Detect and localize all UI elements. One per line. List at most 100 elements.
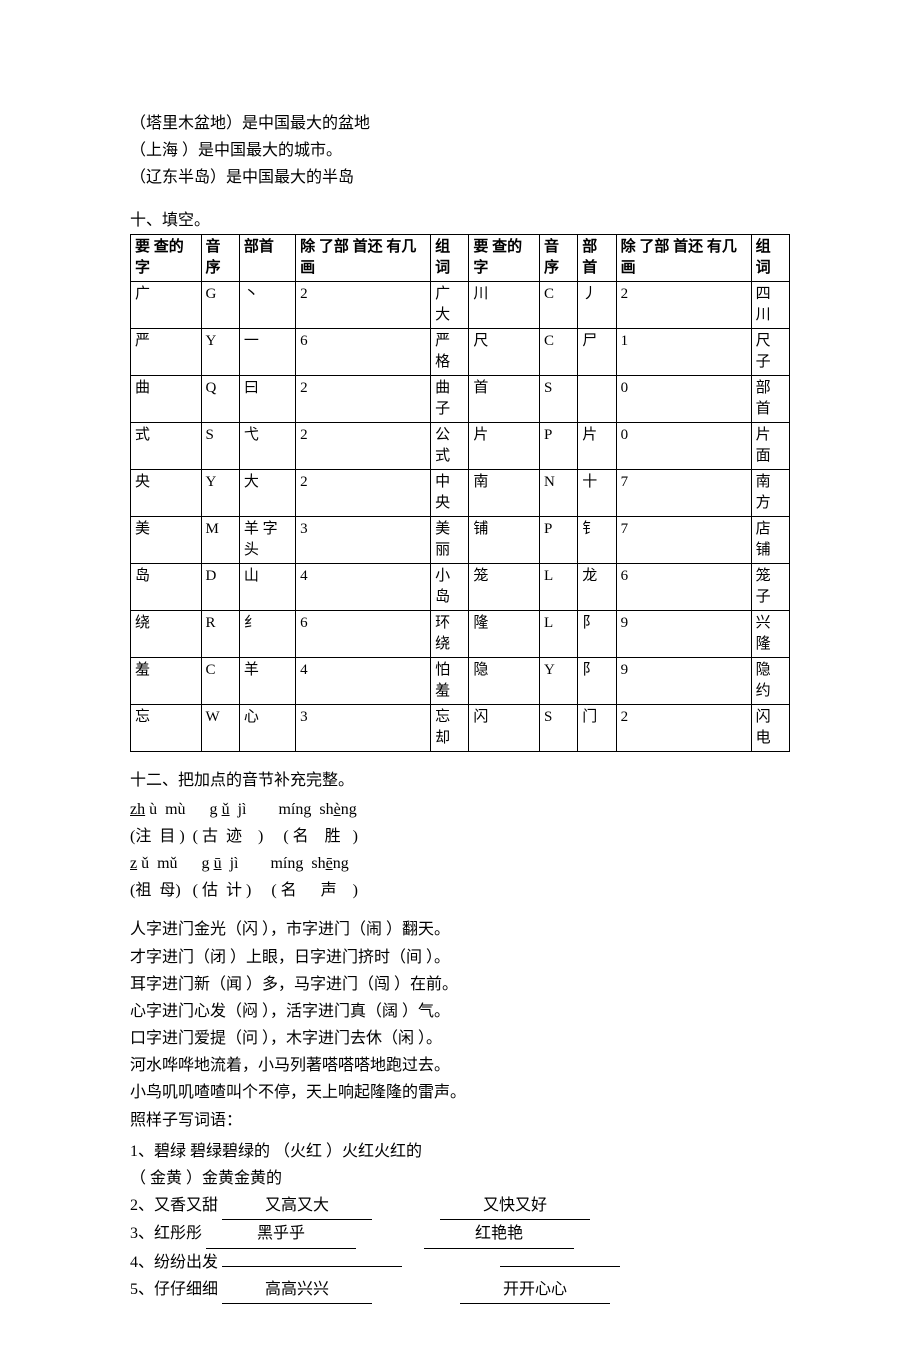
table-cell: 0 — [616, 375, 751, 422]
table-cell: 大 — [239, 469, 295, 516]
th-strokes-b: 除 了部 首还 有几画 — [616, 234, 751, 281]
table-cell: 3 — [296, 704, 431, 751]
table-row: 央Y大2中央南N十7南方 — [131, 469, 790, 516]
example-2-blank-a: 又高又大 — [222, 1192, 372, 1220]
table-cell: 曰 — [239, 375, 295, 422]
th-bushou-b: 部首 — [578, 234, 616, 281]
table-cell: 部首 — [751, 375, 789, 422]
table-cell: Y — [539, 657, 577, 704]
table-cell: 3 — [296, 516, 431, 563]
hanzi-row-2: (祖 母) ( 估 计 ) ( 名 声 ) — [130, 877, 790, 904]
table-cell: 纟 — [239, 610, 295, 657]
table-row: 绕R纟6环绕隆L阝9兴隆 — [131, 610, 790, 657]
table-cell: 闪 — [469, 704, 540, 751]
table-cell: 心 — [239, 704, 295, 751]
table-cell: 闪电 — [751, 704, 789, 751]
table-cell: 2 — [296, 281, 431, 328]
table-cell: C — [539, 281, 577, 328]
table-row: 美M羊 字头3美丽铺P钅7店铺 — [131, 516, 790, 563]
table-cell: 门 — [578, 704, 616, 751]
table-cell: Y — [201, 469, 239, 516]
table-cell: Y — [201, 328, 239, 375]
table-cell: 曲子 — [431, 375, 469, 422]
table-cell: 羊 — [239, 657, 295, 704]
table-cell: 四川 — [751, 281, 789, 328]
table-cell: 中央 — [431, 469, 469, 516]
table-cell: 严 — [131, 328, 202, 375]
example-3: 3、红彤彤 黑乎乎 红艳艳 — [130, 1220, 790, 1248]
table-row: 式S弋2公式片P片0片面 — [131, 422, 790, 469]
table-cell: W — [201, 704, 239, 751]
th-zuci-b: 组词 — [751, 234, 789, 281]
table-cell: 2 — [616, 281, 751, 328]
pinyin-row-2: z ǔ mǔ g ū jì míng shēng — [130, 850, 790, 877]
table-cell: P — [539, 516, 577, 563]
table-cell: 南 — [469, 469, 540, 516]
table-cell: 铺 — [469, 516, 540, 563]
table-cell: N — [539, 469, 577, 516]
table-cell: 一 — [239, 328, 295, 375]
table-cell: 1 — [616, 328, 751, 375]
table-cell: 2 — [296, 375, 431, 422]
table-cell: 式 — [131, 422, 202, 469]
hanzi-row-1: (注 目 ) ( 古 迹 ) ( 名 胜 ) — [130, 823, 790, 850]
table-cell: 6 — [296, 328, 431, 375]
table-cell: 片 — [578, 422, 616, 469]
table-cell: 7 — [616, 516, 751, 563]
intro-line-1: （塔里木盆地）是中国最大的盆地 — [130, 110, 790, 137]
table-cell: S — [539, 375, 577, 422]
table-cell: 忘 — [131, 704, 202, 751]
table-row: 岛D山4小岛笼L龙6笼子 — [131, 563, 790, 610]
table-cell: 美丽 — [431, 516, 469, 563]
table-cell: 钅 — [578, 516, 616, 563]
table-cell: 山 — [239, 563, 295, 610]
poem-line-7: 小鸟叽叽喳喳叫个不停，天上响起隆隆的雷声。 — [130, 1079, 790, 1106]
table-cell: 弋 — [239, 422, 295, 469]
pinyin-block: zh ù mù g ǔ jì míng shèng (注 目 ) ( 古 迹 )… — [130, 796, 790, 905]
table-cell: 兴隆 — [751, 610, 789, 657]
th-strokes-a: 除 了部 首还 有几画 — [296, 234, 431, 281]
table-cell: 6 — [616, 563, 751, 610]
table-row: 严Y一6严格尺C尸1尺子 — [131, 328, 790, 375]
table-cell: 片 — [469, 422, 540, 469]
table-cell: 7 — [616, 469, 751, 516]
example-5-blank-a: 高高兴兴 — [222, 1276, 372, 1304]
example-3-label: 3、红彤彤 — [130, 1225, 206, 1242]
table-cell: 首 — [469, 375, 540, 422]
table-cell: P — [539, 422, 577, 469]
table-cell: 9 — [616, 657, 751, 704]
table-cell: S — [539, 704, 577, 751]
poem-block: 人字进门金光（闪 ），市字进门（闹 ）翻天。 才字进门（闭 ）上眼，日字进门挤时… — [130, 916, 790, 1134]
example-2: 2、又香又甜 又高又大 又快又好 — [130, 1192, 790, 1220]
poem-line-6: 河水哗哗地流着，小马列著嗒嗒嗒地跑过去。 — [130, 1052, 790, 1079]
th-yinxu-a: 音序 — [201, 234, 239, 281]
th-zuci-a: 组词 — [431, 234, 469, 281]
table-cell: L — [539, 563, 577, 610]
poem-line-5: 口字进门爱提（问 ），木字进门去休（闲 ）。 — [130, 1025, 790, 1052]
example-5-label: 5、仔仔细细 — [130, 1281, 222, 1298]
poem-line-2: 才字进门（闭 ）上眼，日字进门挤时（间 ）。 — [130, 944, 790, 971]
table-cell: 尺子 — [751, 328, 789, 375]
table-cell: 丶 — [239, 281, 295, 328]
example-4-blank-b — [500, 1266, 620, 1267]
example-4-label: 4、纷纷出发 — [130, 1254, 222, 1271]
pinyin-2-underline: z — [130, 855, 137, 872]
intro-line-2: （上海 ）是中国最大的城市。 — [130, 137, 790, 164]
table-cell: Q — [201, 375, 239, 422]
table-cell: 羊 字头 — [239, 516, 295, 563]
table-cell: G — [201, 281, 239, 328]
pinyin-2b-underline: ū — [214, 855, 222, 872]
table-cell: 曲 — [131, 375, 202, 422]
table-cell: M — [201, 516, 239, 563]
table-cell: 4 — [296, 657, 431, 704]
table-cell: C — [539, 328, 577, 375]
table-cell: 小岛 — [431, 563, 469, 610]
poem-line-1: 人字进门金光（闪 ），市字进门（闹 ）翻天。 — [130, 916, 790, 943]
poem-line-3: 耳字进门新（闻 ）多，马字进门（闯 ）在前。 — [130, 971, 790, 998]
table-cell: 9 — [616, 610, 751, 657]
pinyin-1-underline: zh — [130, 801, 145, 818]
pinyin-1b-underline: ǔ — [222, 801, 230, 818]
example-1a: 1、碧绿 碧绿碧绿的 （火红 ）火红火红的 — [130, 1138, 790, 1165]
table-cell — [578, 375, 616, 422]
table-cell: 央 — [131, 469, 202, 516]
